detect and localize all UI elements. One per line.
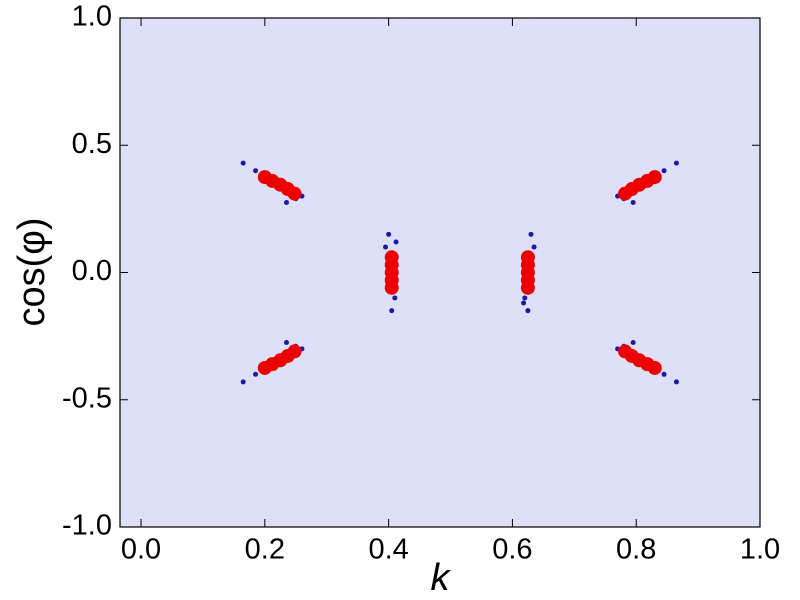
point: [384, 250, 399, 265]
point: [287, 344, 302, 359]
point: [673, 379, 679, 385]
point: [386, 231, 392, 237]
point: [521, 300, 527, 306]
point: [240, 379, 246, 385]
plot-area: [120, 18, 760, 527]
point: [618, 344, 633, 359]
x-tick-label: 0.6: [492, 534, 532, 566]
point: [283, 339, 289, 345]
point: [287, 186, 302, 201]
point: [531, 244, 537, 250]
point: [630, 339, 636, 345]
point: [253, 168, 259, 174]
point: [528, 231, 534, 237]
point: [240, 160, 246, 166]
y-tick-label: 0.5: [72, 128, 112, 160]
point: [661, 168, 667, 174]
point: [392, 295, 398, 301]
x-axis-label: k: [431, 557, 452, 599]
y-tick-label: -1.0: [62, 510, 112, 542]
x-tick-label: 0.0: [121, 534, 161, 566]
point: [520, 250, 535, 265]
point: [661, 371, 667, 377]
point: [630, 200, 636, 206]
point: [389, 308, 395, 314]
x-tick-label: 0.2: [245, 534, 285, 566]
y-tick-label: 1.0: [72, 1, 112, 33]
point: [522, 295, 528, 301]
y-tick-label: 0.0: [72, 255, 112, 287]
point: [525, 308, 531, 314]
point: [673, 160, 679, 166]
x-tick-label: 0.8: [616, 534, 656, 566]
plot-frame: [119, 17, 761, 528]
x-tick-label: 1.0: [740, 534, 780, 566]
x-tick-label: 0.4: [368, 534, 408, 566]
point: [618, 186, 633, 201]
point: [283, 200, 289, 206]
point: [393, 239, 399, 245]
y-tick-label: -0.5: [62, 382, 112, 414]
point: [383, 244, 389, 250]
point: [253, 371, 259, 377]
y-axis-label: cos(φ): [11, 217, 53, 326]
